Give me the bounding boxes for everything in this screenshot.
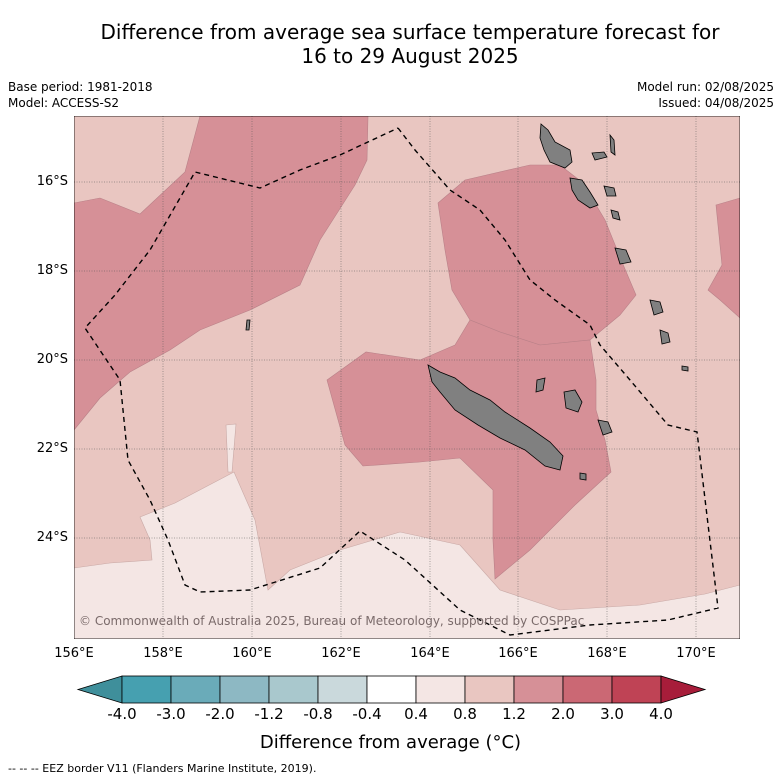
lon-label-156e: 156°E [54, 646, 94, 661]
colorbar-tick-label: -2.0 [205, 705, 235, 723]
colorbar-swatch [513, 675, 564, 704]
lon-label-162e: 162°E [321, 646, 361, 661]
issued-date: Issued: 04/08/2025 [658, 96, 774, 110]
lon-label-158e: 158°E [143, 646, 183, 661]
loyalty-island-land [563, 389, 583, 413]
graticule [74, 116, 740, 639]
lat-label-22s: 22°S [36, 441, 68, 456]
colorbar-tick-label: -3.0 [156, 705, 186, 723]
anomaly-band-0.4-0.8 [74, 471, 740, 639]
eez-footnote: -- -- -- EEZ border V11 (Flanders Marine… [8, 762, 317, 775]
colorbar-tick-label: -1.2 [254, 705, 284, 723]
island-land [245, 319, 251, 331]
land-masses [245, 123, 689, 481]
lat-label-16s: 16°S [36, 174, 68, 189]
map-title-line2: 16 to 29 August 2025 [301, 44, 519, 68]
model-run: Model run: 02/08/2025 [636, 80, 774, 94]
colorbar-tick-label: 4.0 [649, 705, 673, 723]
lon-label-160e: 160°E [232, 646, 272, 661]
lon-label-170e: 170°E [676, 646, 716, 661]
copyright-notice: © Commonwealth of Australia 2025, Bureau… [79, 614, 585, 628]
vanuatu-aneityum-land [659, 329, 671, 345]
colorbar-swatch [219, 675, 270, 704]
colorbar-swatch [562, 675, 613, 704]
colorbar-tick-label: 0.8 [453, 705, 477, 723]
model-name: Model: ACCESS-S2 [8, 96, 120, 110]
colorbar-tick-label: 0.4 [404, 705, 428, 723]
lon-label-166e: 166°E [498, 646, 538, 661]
anomaly-band-0.4-0.8 [225, 423, 237, 473]
lon-label-168e: 168°E [587, 646, 627, 661]
vanuatu-malekula-land [569, 177, 599, 209]
colorbar-title: Difference from average (°C) [259, 732, 522, 753]
colorbar-tick-label: 2.0 [551, 705, 575, 723]
vanuatu-island-land [610, 209, 621, 221]
colorbar-swatch [366, 675, 417, 704]
colorbar-tick-label: -4.0 [107, 705, 137, 723]
colorbar-tick-label: 3.0 [600, 705, 624, 723]
colorbar-tick-label: -0.8 [303, 705, 333, 723]
lat-label-18s: 18°S [36, 263, 68, 278]
vanuatu-tanna-land [649, 299, 664, 316]
colorbar-swatch [268, 675, 319, 704]
anomaly-band-1.2-2.0 [437, 164, 637, 346]
lat-label-24s: 24°S [36, 530, 68, 545]
colorbar-swatch [464, 675, 515, 704]
isle-of-pines-land [579, 472, 587, 481]
colorbar-swatch [121, 675, 172, 704]
vanuatu-efate-land [614, 247, 632, 265]
vanuatu-island-land [603, 185, 617, 197]
island-land [681, 365, 689, 372]
map-title-line1: Difference from average sea surface temp… [100, 20, 720, 44]
vanuatu-island-land [609, 133, 616, 156]
colorbar-extend-high [660, 675, 707, 704]
colorbar-tick-label: -0.4 [352, 705, 382, 723]
anomaly-band-1.2-2.0 [74, 116, 369, 431]
new-caledonia-land [427, 364, 564, 471]
colorbar-swatch [611, 675, 662, 704]
colorbar-swatch [317, 675, 368, 704]
vanuatu-espiritu-santo-land [539, 123, 573, 169]
colorbar-swatch [415, 675, 466, 704]
anomaly-band-1.2-2.0 [707, 197, 740, 319]
colorbar-swatch [170, 675, 221, 704]
vanuatu-island-land [591, 151, 608, 161]
colorbar-tick-label: 1.2 [502, 705, 526, 723]
loyalty-island-land [535, 377, 546, 393]
colorbar-extend-low [76, 675, 123, 704]
lat-label-20s: 20°S [36, 352, 68, 367]
base-period: Base period: 1981-2018 [8, 80, 153, 94]
lon-label-164e: 164°E [410, 646, 450, 661]
colorbar [76, 675, 707, 704]
loyalty-island-land [597, 419, 613, 436]
